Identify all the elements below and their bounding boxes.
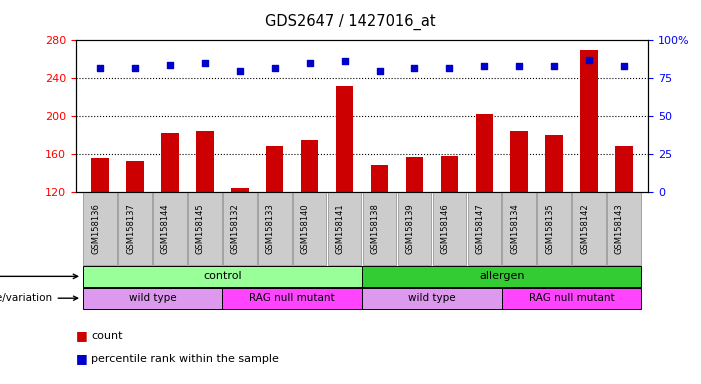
Text: percentile rank within the sample: percentile rank within the sample — [91, 354, 279, 364]
Point — [514, 63, 525, 69]
Bar — [231, 188, 249, 192]
Point — [618, 63, 629, 69]
Bar — [83, 192, 117, 265]
Text: RAG null mutant: RAG null mutant — [529, 293, 614, 303]
Bar — [126, 161, 144, 192]
Bar — [336, 86, 353, 192]
Point — [304, 60, 315, 66]
Text: GSM158146: GSM158146 — [440, 203, 449, 254]
Bar — [538, 192, 571, 265]
Bar — [502, 288, 641, 309]
Bar — [222, 288, 362, 309]
Text: ■: ■ — [76, 329, 88, 343]
Text: GSM158144: GSM158144 — [161, 203, 170, 254]
Point — [479, 63, 490, 69]
Point — [409, 65, 420, 71]
Point — [165, 61, 176, 68]
Bar — [371, 165, 388, 192]
Bar — [161, 133, 179, 192]
Bar — [362, 192, 396, 265]
Bar — [615, 146, 633, 192]
Text: RAG null mutant: RAG null mutant — [250, 293, 335, 303]
Text: GSM158147: GSM158147 — [475, 203, 484, 254]
Text: GSM158141: GSM158141 — [336, 203, 345, 254]
Bar — [397, 192, 431, 265]
Bar — [266, 146, 283, 192]
Bar — [91, 159, 109, 192]
Bar — [433, 192, 466, 265]
Text: GSM158135: GSM158135 — [545, 203, 554, 254]
Bar — [118, 192, 152, 265]
Text: allergen: allergen — [479, 271, 524, 281]
Bar — [328, 192, 362, 265]
Bar — [545, 135, 563, 192]
Bar — [196, 131, 214, 192]
Text: ■: ■ — [76, 353, 88, 366]
Point — [583, 57, 594, 63]
Text: GSM158136: GSM158136 — [91, 203, 100, 254]
Bar — [475, 114, 493, 192]
Bar — [580, 50, 598, 192]
Bar — [362, 266, 641, 287]
Bar — [468, 192, 501, 265]
Text: wild type: wild type — [129, 293, 177, 303]
Point — [339, 58, 350, 65]
Point — [234, 68, 245, 74]
Bar — [258, 192, 292, 265]
Bar — [441, 156, 458, 192]
Text: GSM158132: GSM158132 — [231, 203, 240, 254]
Text: GSM158133: GSM158133 — [266, 203, 275, 254]
Bar — [223, 192, 257, 265]
Bar — [188, 192, 222, 265]
Text: GDS2647 / 1427016_at: GDS2647 / 1427016_at — [265, 13, 436, 30]
Text: GSM158138: GSM158138 — [371, 203, 379, 254]
Point — [269, 65, 280, 71]
Point — [130, 65, 141, 71]
Point — [374, 68, 385, 74]
Bar — [510, 131, 528, 192]
Text: agent: agent — [0, 271, 78, 281]
Bar — [301, 139, 318, 192]
Text: control: control — [203, 271, 242, 281]
Bar — [503, 192, 536, 265]
Bar — [83, 288, 222, 309]
Bar — [293, 192, 327, 265]
Bar — [572, 192, 606, 265]
Text: GSM158134: GSM158134 — [510, 203, 519, 254]
Bar — [362, 288, 502, 309]
Bar — [607, 192, 641, 265]
Point — [444, 65, 455, 71]
Text: GSM158143: GSM158143 — [615, 203, 624, 254]
Bar — [406, 157, 423, 192]
Bar — [154, 192, 186, 265]
Bar — [83, 266, 362, 287]
Text: GSM158140: GSM158140 — [301, 203, 310, 254]
Point — [199, 60, 210, 66]
Text: count: count — [91, 331, 123, 341]
Text: genotype/variation: genotype/variation — [0, 293, 78, 303]
Point — [95, 65, 106, 71]
Text: wild type: wild type — [408, 293, 456, 303]
Text: GSM158137: GSM158137 — [126, 203, 135, 254]
Text: GSM158145: GSM158145 — [196, 203, 205, 254]
Text: GSM158142: GSM158142 — [580, 203, 589, 254]
Point — [548, 63, 559, 69]
Text: GSM158139: GSM158139 — [405, 203, 414, 254]
